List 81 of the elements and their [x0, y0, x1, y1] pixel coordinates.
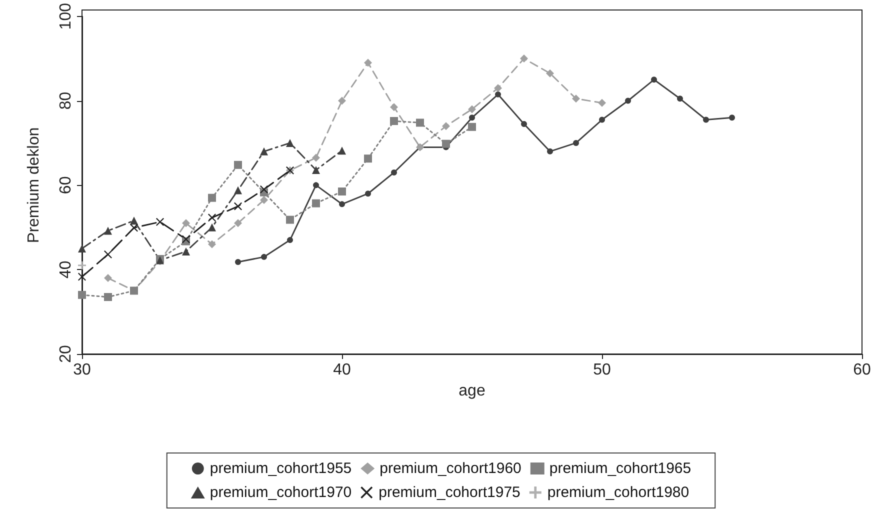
y-tick-label: 80 — [58, 92, 74, 110]
point — [546, 69, 554, 78]
y-axis-title: Premium deklon — [26, 127, 42, 243]
point — [260, 185, 268, 194]
point — [365, 190, 371, 197]
x-tick-label: 50 — [593, 362, 611, 378]
point — [599, 116, 605, 123]
point — [182, 247, 190, 256]
point — [208, 214, 216, 222]
legend-label: premium_cohort1960 — [380, 460, 522, 477]
point — [338, 96, 346, 105]
point — [364, 154, 372, 163]
point — [339, 201, 345, 208]
point — [729, 114, 735, 121]
legend-label: premium_cohort1970 — [210, 484, 352, 501]
point — [312, 166, 320, 174]
y-tick-label: 40 — [58, 260, 74, 278]
point — [260, 196, 268, 204]
point — [235, 258, 241, 265]
point — [261, 254, 267, 260]
point — [234, 160, 242, 169]
point — [312, 199, 320, 208]
point — [651, 76, 657, 83]
point — [78, 261, 86, 270]
x-tick-label: 30 — [73, 362, 91, 378]
point — [338, 188, 346, 196]
point — [104, 293, 112, 302]
point — [208, 223, 216, 232]
point — [286, 216, 294, 224]
y-tick-label: 20 — [58, 345, 74, 363]
point — [130, 216, 138, 225]
point — [416, 118, 424, 127]
point — [573, 140, 579, 146]
x-tick-label: 40 — [333, 362, 351, 378]
point — [208, 240, 216, 248]
y-tick-label: 100 — [58, 2, 74, 30]
point — [287, 237, 293, 244]
point — [312, 154, 320, 162]
point — [495, 91, 501, 98]
legend-label: premium_cohort1965 — [549, 460, 692, 477]
point — [234, 186, 242, 194]
point — [104, 250, 112, 258]
point — [520, 54, 528, 63]
point — [469, 114, 475, 121]
point — [547, 148, 553, 154]
point — [78, 272, 86, 281]
point — [208, 194, 216, 202]
point — [182, 219, 190, 228]
point — [234, 219, 242, 228]
y-tick-label: 60 — [58, 176, 74, 194]
point — [390, 103, 398, 112]
legend-label: premium_cohort1975 — [378, 484, 520, 501]
point — [468, 122, 476, 131]
point — [260, 147, 268, 156]
point — [104, 274, 112, 282]
x-tick-label: 60 — [853, 362, 871, 378]
point — [598, 98, 606, 107]
point — [104, 226, 112, 235]
point — [521, 120, 527, 127]
point — [468, 105, 476, 114]
point — [625, 98, 631, 104]
point — [313, 182, 319, 188]
point — [78, 290, 86, 299]
point — [286, 138, 294, 147]
point — [130, 224, 138, 232]
point — [156, 218, 164, 226]
point — [338, 146, 346, 155]
point — [364, 58, 372, 67]
point — [234, 202, 242, 210]
legend-label: premium_cohort1955 — [210, 460, 352, 477]
legend-label: premium_cohort1980 — [547, 484, 690, 501]
point — [572, 94, 580, 103]
point — [78, 244, 86, 252]
point — [442, 122, 450, 130]
point — [442, 140, 450, 148]
point — [494, 84, 502, 92]
point — [390, 117, 398, 126]
x-axis-title: age — [458, 382, 486, 400]
point — [391, 170, 397, 176]
point — [703, 116, 709, 123]
point — [677, 96, 683, 102]
